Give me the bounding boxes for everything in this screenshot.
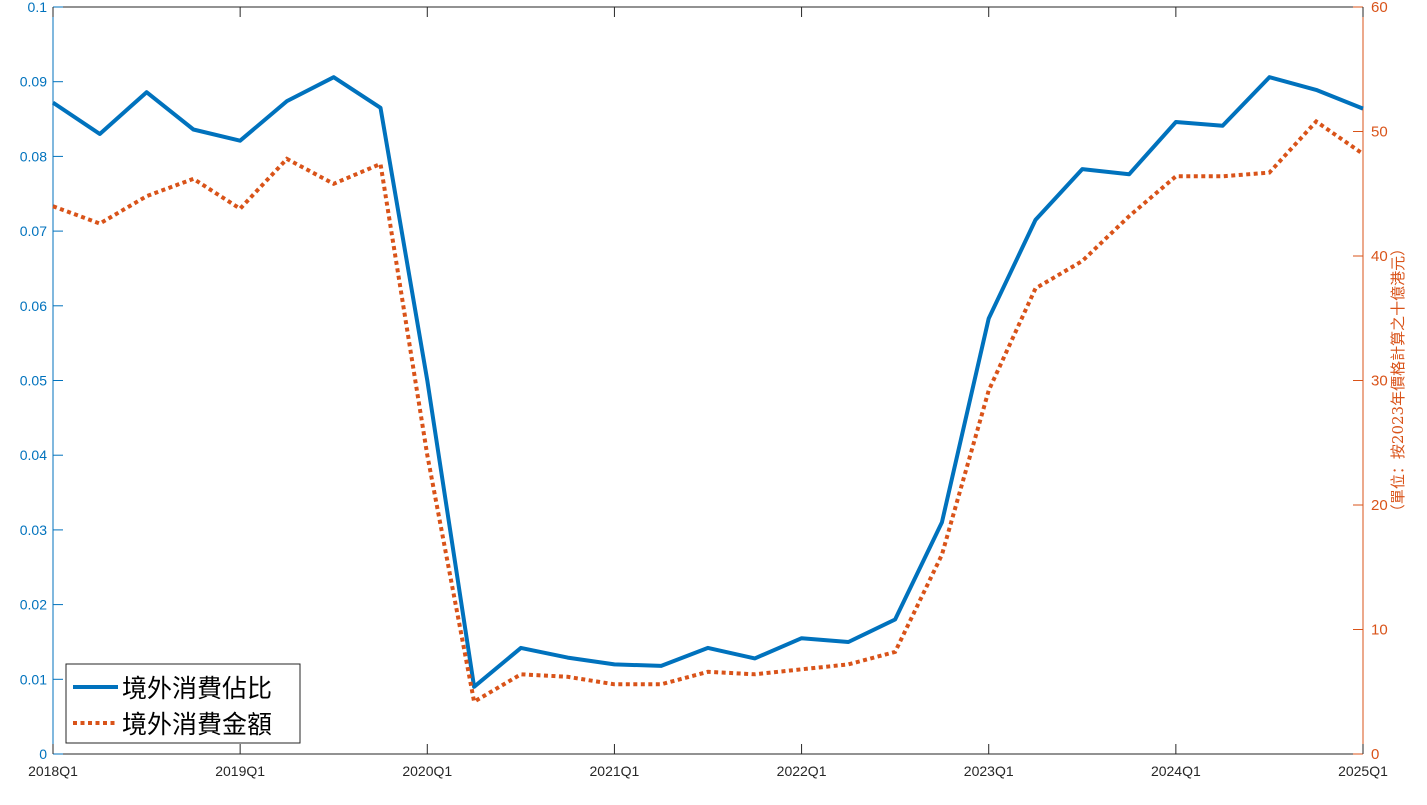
ticks-layer: 0 0.01 0.02 0.03 0.04 0.05 0.06 0.07 0.08 0.09 0.1…: [20, 0, 1388, 779]
y-tick-label-left: 0.01: [20, 671, 47, 687]
y-tick-label-right: 0: [1371, 746, 1379, 763]
x-tick-label: 2019Q1: [215, 763, 265, 779]
series-layer: [51, 75, 1365, 705]
legend-label-series-1: 境外消費佔比: [122, 674, 272, 703]
y-tick-label-right: 60: [1371, 0, 1388, 16]
y-tick-label-left: 0.04: [20, 447, 47, 463]
y-tick-label-left: 0.09: [20, 74, 47, 90]
y-tick-label-right: 10: [1371, 622, 1388, 639]
x-tick-label: 2020Q1: [402, 763, 452, 779]
y-tick-label-left: 0.02: [20, 597, 47, 613]
y-tick-label-right: 20: [1371, 497, 1388, 514]
y-tick-label-left: 0.05: [20, 373, 47, 389]
legend-label-series-2: 境外消費金額: [122, 710, 272, 739]
x-tick-label: 2024Q1: [1151, 763, 1201, 779]
y-tick-label-left: 0.1: [28, 0, 48, 15]
x-tick-label: 2025Q1: [1338, 763, 1388, 779]
x-tick-label: 2021Q1: [590, 763, 640, 779]
y-tick-label-left: 0.07: [20, 223, 47, 239]
y-tick-label-left: 0.06: [20, 298, 47, 314]
y-tick-label-left: 0.08: [20, 148, 47, 164]
y-axis-label-right: （單位：按2023年價格計算之十億港元）: [1389, 241, 1407, 519]
x-tick-label: 2022Q1: [777, 763, 827, 779]
y-tick-label-right: 50: [1371, 124, 1388, 141]
y-tick-label-right: 40: [1371, 248, 1388, 265]
axes-layer: [52, 6, 1364, 755]
series-line-1: [51, 75, 1364, 689]
legend-box: [65, 663, 301, 744]
legend: 境外消費佔比 境外消費金額: [65, 663, 301, 744]
x-tick-label: 2018Q1: [28, 763, 78, 779]
series-line-2: [52, 118, 1365, 705]
y-tick-label-left: 0: [39, 746, 47, 762]
x-tick-label: 2023Q1: [964, 763, 1014, 779]
y-tick-label-right: 30: [1371, 373, 1388, 390]
y-tick-label-left: 0.03: [20, 522, 47, 538]
